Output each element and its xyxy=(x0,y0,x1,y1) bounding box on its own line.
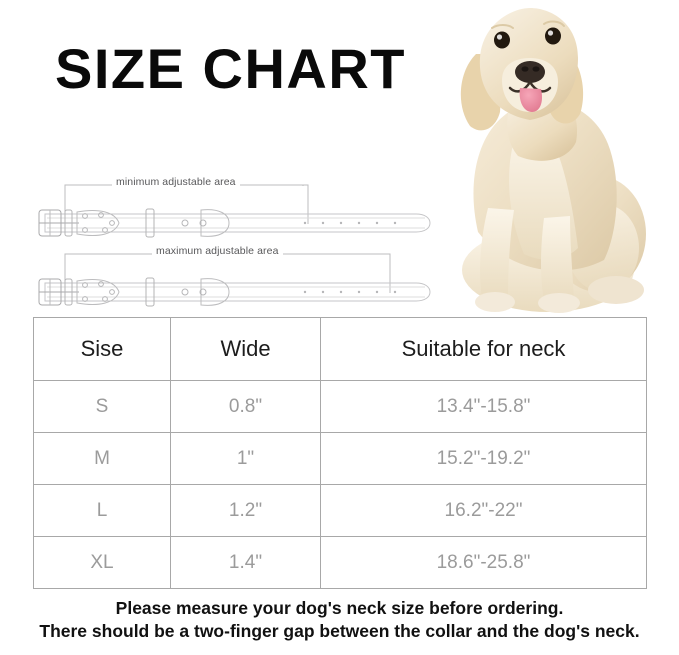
cell-neck: 13.4"-15.8" xyxy=(320,380,647,433)
product-photo xyxy=(420,2,670,330)
page-title: SIZE CHART xyxy=(55,37,406,100)
table-row: XL 1.4" 18.6"-25.8" xyxy=(33,536,647,589)
footer-line-1: Please measure your dog's neck size befo… xyxy=(115,598,564,618)
table-row: L 1.2" 16.2"-22" xyxy=(33,484,647,537)
cell-wide: 0.8" xyxy=(170,380,321,433)
collar-diagram-minimum: minimum adjustable area xyxy=(33,176,453,238)
table-row: S 0.8" 13.4"-15.8" xyxy=(33,380,647,433)
cell-neck: 15.2"-19.2" xyxy=(320,432,647,485)
cell-size: L xyxy=(33,484,171,537)
size-table: Sise Wide Suitable for neck S 0.8" 13.4"… xyxy=(33,317,647,589)
cell-neck: 18.6"-25.8" xyxy=(320,536,647,589)
table-header-row: Sise Wide Suitable for neck xyxy=(33,317,647,381)
maximum-adjustable-area-label: maximum adjustable area xyxy=(152,245,283,257)
collar-diagram-maximum: maximum adjustable area xyxy=(33,245,453,307)
cell-wide: 1.2" xyxy=(170,484,321,537)
cell-neck: 16.2"-22" xyxy=(320,484,647,537)
cell-wide: 1" xyxy=(170,432,321,485)
cell-size: M xyxy=(33,432,171,485)
header-neck: Suitable for neck xyxy=(320,317,647,381)
footer-note: Please measure your dog's neck size befo… xyxy=(0,597,679,643)
cell-wide: 1.4" xyxy=(170,536,321,589)
cell-size: XL xyxy=(33,536,171,589)
footer-line-2: There should be a two-finger gap between… xyxy=(39,621,640,642)
cell-size: S xyxy=(33,380,171,433)
header-size: Sise xyxy=(33,317,171,381)
header-wide: Wide xyxy=(170,317,321,381)
minimum-adjustable-area-label: minimum adjustable area xyxy=(112,176,240,188)
table-row: M 1" 15.2"-19.2" xyxy=(33,432,647,485)
